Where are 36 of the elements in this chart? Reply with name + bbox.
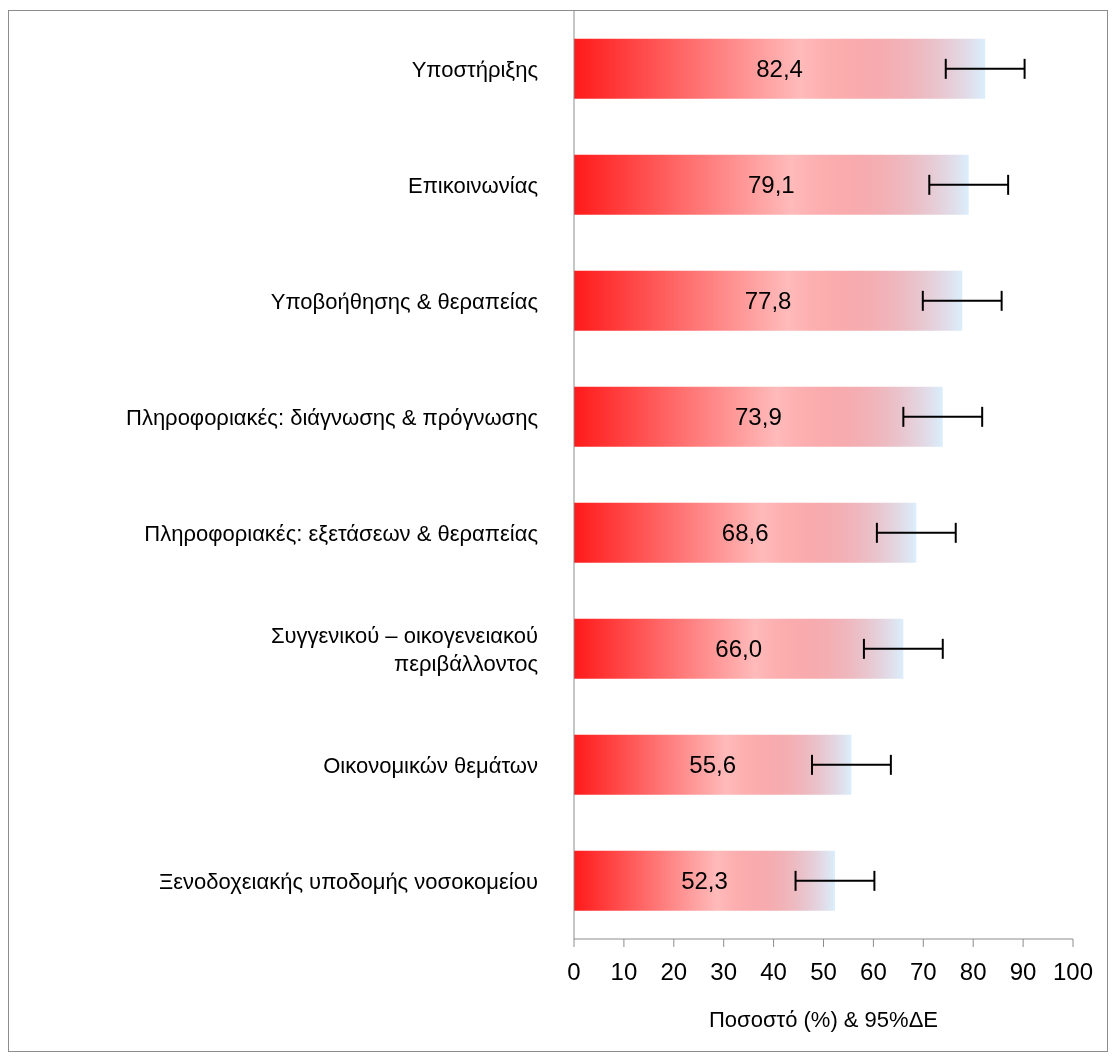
x-tick-label: 100 bbox=[1052, 958, 1094, 986]
data-label: 52,3 bbox=[681, 867, 728, 895]
y-tick-label: Οικονομικών θεμάτων bbox=[323, 753, 538, 778]
x-tick-label: 60 bbox=[860, 958, 887, 986]
bar bbox=[574, 618, 904, 679]
y-tick-label: Συγγενικού – οικογενειακού περιβάλλοντος bbox=[270, 623, 538, 676]
y-tick-label: Πληροφοριακές: διάγνωσης & πρόγνωσης bbox=[126, 405, 538, 430]
data-label: 66,0 bbox=[715, 635, 763, 663]
x-axis-title: Ποσοστό (%) & 95%ΔΕ bbox=[708, 1007, 939, 1032]
x-tick-label: 10 bbox=[610, 958, 638, 986]
data-label: 73,9 bbox=[735, 403, 782, 431]
x-tick-label: 30 bbox=[710, 958, 738, 986]
x-tick-label: 80 bbox=[959, 958, 987, 986]
data-label: 79,1 bbox=[748, 171, 795, 199]
y-tick-label: Υποβοήθησης & θεραπείας bbox=[270, 289, 538, 314]
bar bbox=[574, 386, 943, 447]
x-tick-label: 20 bbox=[660, 958, 688, 986]
y-tick-label: Επικοινωνίας bbox=[408, 173, 538, 198]
y-tick-label: Πληροφοριακές: εξετάσεων & θεραπείας bbox=[144, 521, 538, 546]
x-tick-label: 40 bbox=[760, 958, 787, 986]
x-tick-label: 90 bbox=[1009, 958, 1037, 986]
data-label: 68,6 bbox=[721, 519, 769, 547]
bar bbox=[574, 38, 986, 99]
bar bbox=[574, 502, 917, 563]
x-tick-label: 0 bbox=[567, 958, 581, 986]
y-tick-label: Υποστήριξης bbox=[411, 57, 538, 82]
bar bbox=[574, 850, 835, 911]
data-label: 82,4 bbox=[756, 55, 803, 83]
y-tick-label: Ξενοδοχειακής υποδομής νοσοκομείου bbox=[158, 869, 538, 894]
x-tick-label: 70 bbox=[909, 958, 937, 986]
data-label: 55,6 bbox=[689, 751, 737, 779]
bar bbox=[574, 270, 963, 331]
bar bbox=[574, 154, 969, 215]
data-label: 77,8 bbox=[744, 287, 792, 315]
x-tick-label: 50 bbox=[810, 958, 837, 986]
bar bbox=[574, 734, 852, 795]
